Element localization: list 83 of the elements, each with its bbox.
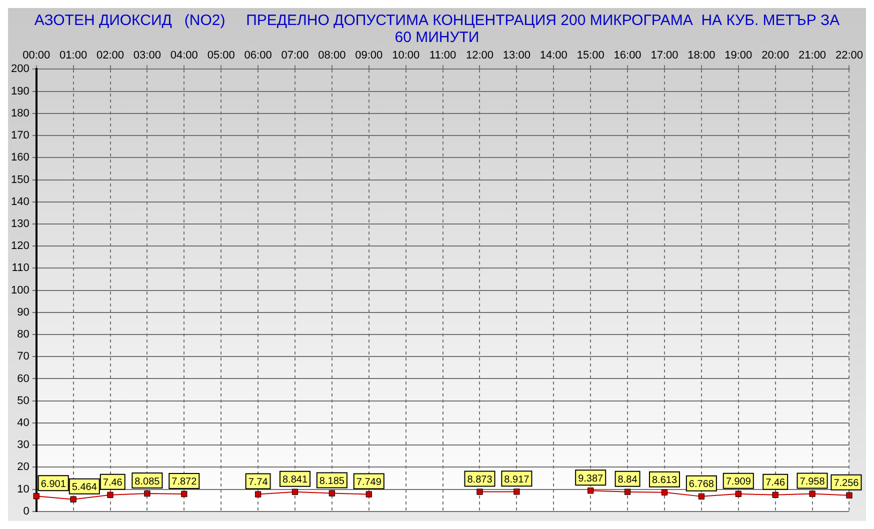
y-tick-label: 60 — [17, 372, 30, 385]
point — [624, 488, 631, 495]
point — [107, 492, 114, 498]
y-tick-label: 180 — [10, 107, 30, 120]
y-tick-label: 90 — [17, 306, 30, 318]
point — [588, 488, 594, 494]
y-tick-label: 10 — [17, 483, 30, 496]
data-label: 8.917 — [504, 474, 530, 486]
x-tick-label: 14:00 — [540, 50, 568, 62]
point — [366, 491, 372, 498]
data-label: 6.768 — [688, 479, 714, 490]
x-tick-label: 01:00 — [60, 50, 88, 62]
y-tick-label: 30 — [17, 439, 30, 452]
data-label: 5.464 — [72, 482, 98, 494]
chart-title: АЗОТЕН ДИОКСИД (NO2) ПРЕДЕЛНО ДОПУСТИМА КОНЦЕНТРАЦИЯ 200 МИКРОГРАМА НА КУБ. МЕТЪР ЗА 60 МИНУТИ — [33, 11, 841, 46]
point — [846, 492, 852, 498]
x-tick-label: 18:00 — [688, 50, 716, 62]
y-tick-label: 190 — [10, 85, 30, 98]
point — [698, 493, 705, 500]
x-tick-label: 20:00 — [762, 50, 790, 62]
y-tick-label: 150 — [10, 174, 30, 186]
data-label: 7.749 — [356, 477, 382, 488]
x-tick-label: 17:00 — [650, 50, 678, 62]
data-label: 7.46 — [766, 478, 786, 489]
point — [661, 489, 668, 496]
x-tick-label: 09:00 — [355, 50, 383, 62]
y-tick-label: 160 — [10, 152, 30, 164]
data-label: 8.185 — [319, 476, 345, 488]
data-label: 7.958 — [800, 476, 826, 488]
data-label: 7.46 — [102, 478, 123, 489]
x-tick-label: 00:00 — [22, 50, 50, 62]
data-label: 7.256 — [834, 478, 860, 490]
point — [70, 496, 76, 502]
x-tick-label: 19:00 — [724, 50, 752, 62]
y-tick-label: 80 — [17, 328, 30, 341]
x-tick-label: 03:00 — [133, 50, 161, 62]
point — [476, 488, 483, 495]
data-label: 8.873 — [467, 474, 493, 486]
x-tick-label: 16:00 — [614, 50, 642, 62]
y-tick-label: 40 — [17, 416, 30, 429]
point — [292, 488, 298, 495]
x-tick-label: 10:00 — [392, 50, 420, 62]
point — [254, 491, 262, 498]
data-label: 8.84 — [618, 474, 638, 486]
data-label: 9.387 — [578, 473, 604, 484]
data-label: 7.74 — [248, 477, 268, 488]
y-tick-label: 200 — [10, 63, 30, 76]
point — [735, 490, 742, 497]
x-tick-label: 22:00 — [835, 50, 863, 62]
y-tick-label: 130 — [10, 218, 30, 230]
data-label: 7.909 — [726, 476, 752, 488]
x-tick-label: 04:00 — [170, 50, 198, 62]
x-tick-label: 06:00 — [244, 50, 272, 62]
data-label: 7.872 — [172, 476, 198, 488]
x-tick-label: 08:00 — [318, 50, 346, 62]
x-tick-label: 21:00 — [798, 50, 826, 62]
point — [328, 490, 336, 496]
point — [33, 493, 40, 500]
y-tick-label: 170 — [10, 130, 30, 142]
x-tick-label: 13:00 — [502, 50, 530, 62]
x-tick-label: 05:00 — [207, 50, 235, 62]
y-tick-label: 50 — [17, 394, 30, 407]
point — [514, 488, 520, 495]
x-tick-label: 12:00 — [466, 50, 494, 62]
point — [144, 490, 150, 497]
x-tick-label: 07:00 — [281, 50, 309, 62]
point — [772, 492, 778, 498]
x-tick-label: 15:00 — [576, 50, 604, 62]
data-label: 6.901 — [40, 478, 66, 490]
data-label: 8.085 — [134, 476, 160, 488]
y-tick-label: 0 — [23, 505, 30, 518]
data-label: 8.841 — [282, 474, 308, 486]
y-tick-label: 100 — [10, 284, 30, 296]
x-tick-label: 11:00 — [429, 50, 456, 62]
y-tick-label: 140 — [10, 196, 30, 208]
x-tick-label: 02:00 — [96, 50, 124, 62]
point — [809, 490, 816, 497]
point — [181, 490, 188, 498]
y-tick-label: 110 — [12, 262, 30, 274]
y-tick-label: 20 — [17, 461, 30, 474]
y-tick-label: 70 — [17, 350, 30, 363]
y-tick-label: 120 — [10, 240, 30, 252]
data-label: 8.613 — [652, 475, 678, 486]
